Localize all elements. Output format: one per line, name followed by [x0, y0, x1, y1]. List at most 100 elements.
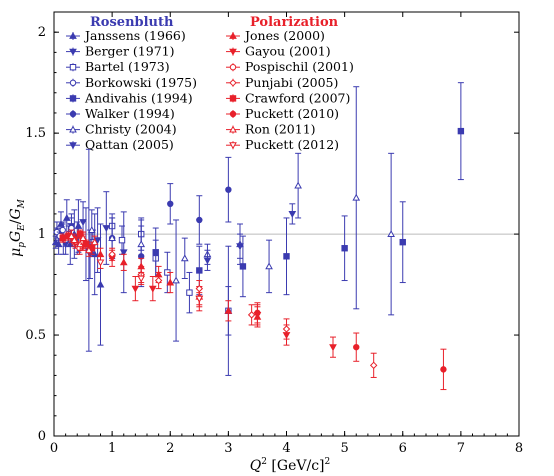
x-tick-label: 6	[399, 441, 407, 456]
data-point	[96, 259, 105, 267]
legend-swatch-marker	[69, 79, 77, 87]
legend-entry-label: Gayou (2001)	[245, 44, 331, 59]
data-point	[186, 289, 193, 296]
data-point	[224, 306, 233, 314]
legend-entry-label: Pospischil (2001)	[245, 59, 354, 74]
data-point	[152, 249, 159, 256]
legend-swatch-marker	[229, 64, 237, 71]
data-point	[195, 295, 204, 303]
x-tick-label: 8	[515, 441, 523, 456]
data-point	[236, 243, 244, 251]
data-point	[239, 263, 247, 270]
data-point	[74, 221, 83, 229]
data-point	[180, 254, 189, 262]
data-point	[294, 181, 302, 189]
data-point	[62, 213, 71, 221]
data-point	[288, 211, 297, 218]
data-point	[87, 226, 96, 233]
legend-entry-label: Walker (1994)	[85, 106, 175, 121]
legend-swatch-marker	[69, 48, 77, 56]
data-point	[131, 285, 140, 293]
data-point	[137, 275, 146, 283]
legend-swatch-marker	[229, 125, 237, 133]
legend-entry-label: Qattan (2005)	[85, 137, 174, 152]
x-tick-label: 5	[340, 441, 348, 456]
legend-swatch-marker	[229, 31, 237, 39]
legend-swatch-marker	[229, 110, 237, 118]
data-point	[79, 234, 87, 242]
data-point	[387, 230, 395, 237]
legend-group-title: Rosenbluth	[90, 15, 174, 30]
data-point	[265, 262, 273, 270]
data-point	[85, 246, 93, 254]
data-point	[67, 232, 76, 240]
data-point	[282, 325, 291, 333]
data-point	[54, 240, 63, 248]
data-point	[203, 257, 212, 265]
data-point	[102, 225, 111, 233]
legend-group-title: Polarization	[250, 15, 339, 30]
data-point	[108, 250, 116, 258]
x-tick-label: 7	[457, 441, 465, 456]
legend-swatch-marker	[229, 48, 237, 56]
legend-swatch-marker	[69, 125, 77, 133]
data-point	[196, 267, 203, 274]
data-point	[225, 186, 232, 193]
legend-entry-label: Crawford (2007)	[245, 90, 350, 105]
data-point	[59, 226, 66, 234]
data-point	[148, 285, 157, 293]
data-point	[353, 343, 360, 351]
x-tick-label: 3	[224, 441, 232, 456]
y-tick-label: 2	[38, 25, 46, 40]
data-point	[196, 216, 203, 224]
data-point	[108, 234, 116, 242]
data-point	[352, 193, 361, 201]
legend-swatch-marker	[229, 95, 237, 102]
data-point	[154, 276, 163, 285]
legend-entry-label: Janssens (1966)	[83, 28, 186, 43]
legend-entry-label: Puckett (2012)	[245, 137, 339, 152]
legend-swatch-marker	[229, 142, 237, 150]
y-tick-label: 1.5	[25, 126, 46, 141]
data-point	[90, 238, 99, 246]
legend-swatch-marker	[69, 110, 77, 118]
data-point	[254, 309, 261, 317]
x-tick-label: 1	[108, 441, 116, 456]
axis-ticks: 0 1 2 3 4 5 6 7 8 0 0.5 1 1.5 2	[25, 12, 523, 456]
data-point	[457, 127, 465, 135]
legend-entry-label: Christy (2004)	[85, 122, 177, 137]
legend-entry-label: Jones (2000)	[243, 28, 325, 43]
data-point	[166, 278, 175, 286]
x-tick-label: 0	[50, 441, 58, 456]
legend-entry-label: Berger (1971)	[85, 44, 174, 59]
data-point	[341, 245, 348, 252]
legend-entry-label: Ron (2011)	[245, 122, 316, 137]
data-point	[119, 258, 128, 266]
legend-entry-label: Puckett (2010)	[245, 106, 339, 121]
legend-entry-label: Andivahis (1994)	[84, 90, 193, 105]
data-point	[195, 284, 204, 293]
data-point	[137, 240, 146, 248]
data-point	[283, 253, 290, 260]
data-point	[70, 236, 79, 244]
data-point	[247, 311, 256, 319]
data-point	[59, 234, 66, 242]
y-tick-label: 1	[38, 227, 46, 242]
data-point	[118, 236, 126, 244]
data-point	[79, 219, 87, 227]
legend-entry-label: Borkowski (1975)	[85, 75, 197, 90]
x-tick-label: 4	[282, 441, 290, 456]
legend-swatch-marker	[69, 95, 77, 102]
data-point	[440, 366, 447, 373]
data-point	[399, 238, 406, 246]
y-tick-label: 0.5	[25, 328, 46, 343]
legend-swatch-marker	[69, 31, 77, 39]
x-tick-label: 2	[166, 441, 174, 456]
data-point	[369, 361, 378, 370]
legend-entry-label: Punjabi (2005)	[245, 75, 338, 90]
data-point	[167, 200, 174, 208]
legend-swatch-marker	[69, 142, 77, 150]
data-point	[96, 280, 105, 288]
data-point	[329, 344, 337, 352]
